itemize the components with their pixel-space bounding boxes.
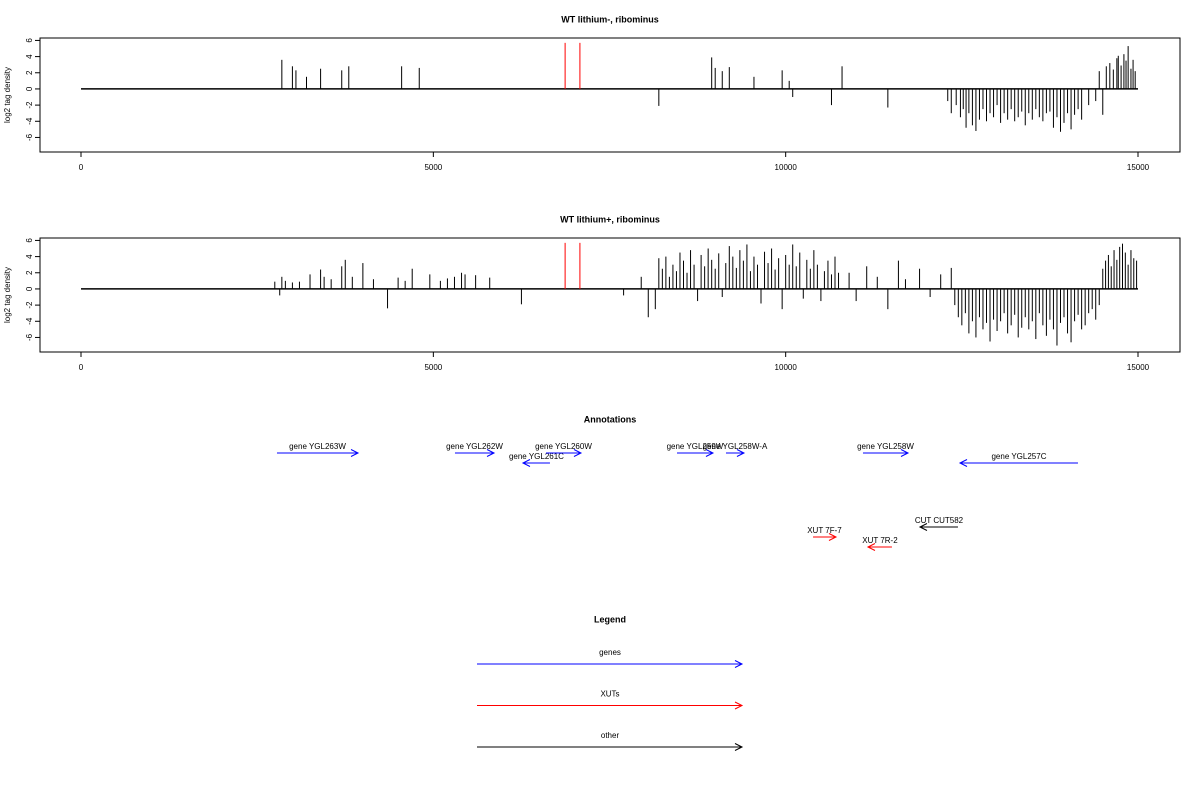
feature-label: gene YGL262W <box>446 442 503 451</box>
feature-arrow-head <box>866 543 876 551</box>
legend-arrow-head <box>734 660 744 668</box>
feature-label: gene YGL263W <box>289 442 346 451</box>
x-tick-label: 0 <box>79 363 84 372</box>
feature-arrow-head <box>958 459 968 467</box>
y-tick-label: -2 <box>25 101 34 109</box>
feature-label: XUT 7R-2 <box>862 536 898 545</box>
x-tick-label: 10000 <box>775 163 798 172</box>
y-tick-label: 4 <box>25 54 34 59</box>
y-tick-label: 2 <box>25 270 34 275</box>
feature-label: gene YGL258W-A <box>703 442 768 451</box>
chart-title: WT lithium+, ribominus <box>560 214 660 224</box>
y-tick-label: 0 <box>25 286 34 291</box>
feature-label: gene YGL259W <box>667 442 724 451</box>
x-tick-label: 5000 <box>424 363 442 372</box>
y-tick-label: -6 <box>25 333 34 341</box>
y-tick-label: -6 <box>25 133 34 141</box>
x-tick-label: 15000 <box>1127 363 1150 372</box>
legend-arrow-head <box>734 743 744 751</box>
legend-label: other <box>601 731 620 740</box>
y-axis-label: log2 tag density <box>3 267 12 323</box>
feature-arrow-head <box>736 449 746 457</box>
chart-title: WT lithium-, ribominus <box>561 14 659 24</box>
x-tick-label: 10000 <box>775 363 798 372</box>
feature-arrow-head <box>486 449 496 457</box>
y-axis-label: log2 tag density <box>3 67 12 123</box>
y-tick-label: -2 <box>25 301 34 309</box>
y-tick-label: -4 <box>25 317 34 325</box>
y-tick-label: 6 <box>25 38 34 43</box>
feature-arrow-head <box>900 449 910 457</box>
feature-arrow-head <box>828 533 838 541</box>
feature-arrow-head <box>918 523 928 531</box>
feature-label: gene YGL257C <box>991 452 1046 461</box>
feature-arrow-head <box>350 449 360 457</box>
feature-arrow-head <box>705 449 715 457</box>
y-tick-label: 2 <box>25 70 34 75</box>
y-tick-label: -4 <box>25 117 34 125</box>
y-tick-label: 4 <box>25 254 34 259</box>
x-tick-label: 15000 <box>1127 163 1150 172</box>
feature-label: CUT CUT582 <box>915 516 964 525</box>
y-tick-label: 0 <box>25 86 34 91</box>
annotations-title: Annotations <box>584 414 637 424</box>
legend-label: XUTs <box>600 690 619 699</box>
feature-label: gene YGL260W <box>535 442 592 451</box>
feature-arrow-head <box>521 459 531 467</box>
plot-frame <box>39 237 1181 353</box>
feature-label: gene YGL258W <box>857 442 914 451</box>
legend-label: genes <box>599 648 621 657</box>
legend-title: Legend <box>594 614 626 624</box>
plot-frame <box>39 37 1181 153</box>
y-tick-label: 6 <box>25 238 34 243</box>
feature-label: XUT 7F-7 <box>807 526 842 535</box>
x-tick-label: 0 <box>79 163 84 172</box>
feature-label: gene YGL261C <box>509 452 564 461</box>
legend-arrow-head <box>734 701 744 710</box>
x-tick-label: 5000 <box>424 163 442 172</box>
feature-arrow-head <box>573 449 583 457</box>
